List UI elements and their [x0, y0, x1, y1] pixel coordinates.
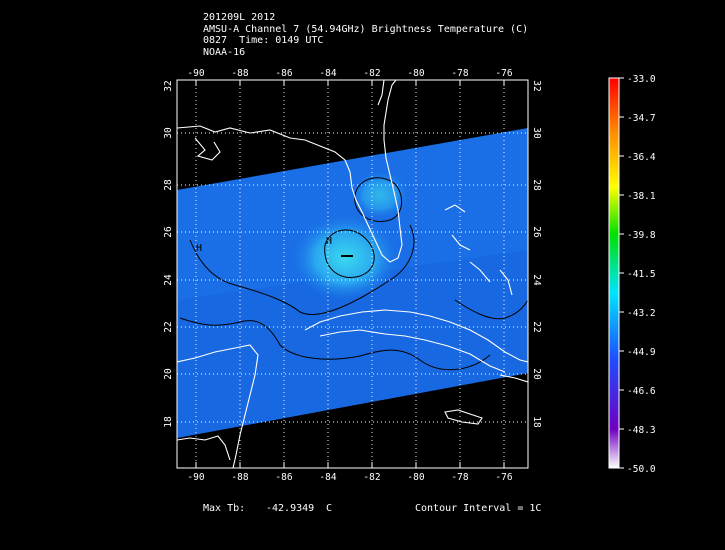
lat-tick-right: 26 — [531, 226, 542, 238]
colorbar-label: -43.2 — [627, 308, 656, 319]
lat-tick-left: 28 — [163, 179, 174, 191]
colorbar-label: -33.0 — [627, 74, 656, 85]
lon-tick-bottom: -86 — [275, 472, 292, 483]
jamaica — [444, 409, 483, 425]
map-frame — [176, 79, 529, 469]
cuba-coast — [304, 309, 528, 363]
lon-tick-bottom: -90 — [187, 472, 204, 483]
lat-tick-left: 32 — [163, 80, 174, 91]
contour-main — [189, 224, 415, 315]
gulf-coast — [177, 125, 351, 173]
colorbar-label: -46.6 — [627, 386, 656, 397]
swath-texture — [177, 250, 528, 438]
lat-tick-right: 30 — [531, 127, 542, 139]
lon-tick-bottom: -82 — [363, 472, 380, 483]
max-tb-label: Max Tb: — [203, 503, 246, 514]
lat-tick-right: 22 — [531, 321, 542, 332]
storm-title: 201209L 2012 — [203, 12, 276, 23]
bahamas — [444, 204, 513, 296]
colorbar-label: -38.1 — [627, 191, 656, 202]
contour-east — [454, 299, 528, 320]
lat-tick-left: 22 — [163, 321, 174, 332]
lat-tick-left: 24 — [163, 274, 174, 286]
lon-tick-bottom: -80 — [407, 472, 424, 483]
lon-tick-bottom: -88 — [231, 472, 248, 483]
contour-inner — [324, 229, 375, 278]
lon-tick-top: -76 — [495, 68, 512, 79]
lon-tick-top: -82 — [363, 68, 380, 79]
max-tb-unit: C — [326, 503, 333, 514]
colorbar-label: -41.5 — [627, 269, 656, 280]
lat-tick-right: 24 — [531, 274, 542, 286]
frame-ticks — [195, 80, 505, 468]
map-header: 201209L 2012 AMSU-A Channel 7 (54.94GHz)… — [203, 12, 528, 58]
lat-tick-left: 30 — [163, 127, 174, 139]
atlantic-coast — [377, 80, 385, 106]
colorbar — [608, 77, 620, 469]
lat-tick-left: 26 — [163, 226, 174, 238]
high-marker-2: H — [196, 243, 202, 254]
lon-tick-top: -84 — [319, 68, 336, 79]
time-label: 0827 Time: 0149 UTC — [203, 35, 324, 46]
hispaniola — [499, 374, 528, 383]
colorbar-label: -36.4 — [627, 152, 656, 163]
lon-tick-bottom: -78 — [451, 472, 468, 483]
central-america — [177, 435, 231, 461]
lat-tick-right: 32 — [531, 80, 542, 91]
channel-title: AMSU-A Channel 7 (54.94GHz) Brightness T… — [203, 23, 529, 35]
warm-core — [290, 213, 400, 303]
lon-tick-top: -90 — [187, 68, 204, 79]
colorbar-label: -39.8 — [627, 230, 656, 241]
yucatan-coast — [177, 344, 259, 468]
colorbar-label: -50.0 — [627, 464, 656, 475]
lat-tick-left: 20 — [163, 368, 174, 380]
colorbar-label: -34.7 — [627, 113, 656, 124]
mississippi-delta — [194, 137, 221, 161]
lon-tick-top: -88 — [231, 68, 248, 79]
colorbar-label: -44.9 — [627, 347, 656, 358]
lon-tick-top: -86 — [275, 68, 292, 79]
lat-tick-right: 28 — [531, 179, 542, 191]
lon-tick-top: -80 — [407, 68, 424, 79]
grid-lines — [177, 80, 528, 468]
lat-tick-right: 18 — [531, 416, 542, 428]
max-tb-value: -42.9349 — [266, 503, 315, 514]
contour-interval: Contour Interval = 1C — [415, 503, 542, 514]
warm-core-north — [350, 170, 410, 220]
contour-south — [179, 317, 491, 371]
lon-tick-top: -78 — [451, 68, 468, 79]
lat-tick-right: 20 — [531, 368, 542, 380]
florida-peninsula — [349, 80, 403, 263]
cuba-south — [319, 329, 506, 373]
lat-tick-left: 18 — [163, 416, 174, 428]
coastlines — [177, 80, 528, 468]
lon-tick-bottom: -76 — [495, 472, 512, 483]
lon-tick-bottom: -84 — [319, 472, 336, 483]
colorbar-ticks — [619, 77, 624, 469]
high-marker-bar — [341, 255, 353, 257]
colorbar-label: -48.3 — [627, 425, 656, 436]
high-marker-1: H — [326, 236, 332, 247]
satellite-label: NOAA-16 — [203, 46, 246, 58]
